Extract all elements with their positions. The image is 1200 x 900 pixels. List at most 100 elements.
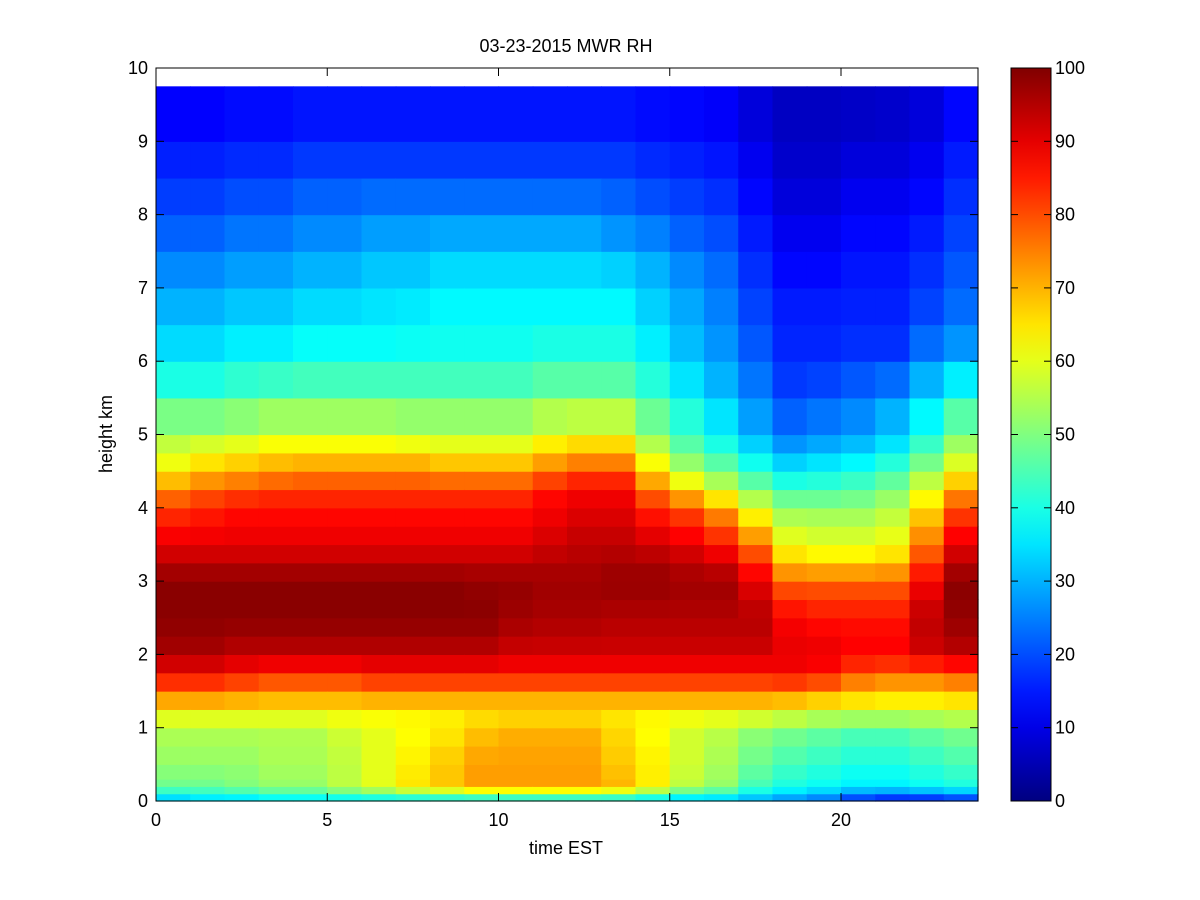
heatmap-cell [704, 214, 739, 252]
heatmap-cell [567, 764, 602, 780]
heatmap-cell [464, 793, 500, 802]
heatmap-cell [498, 599, 534, 619]
heatmap-cell [738, 786, 774, 795]
heatmap-cell [567, 251, 602, 289]
heatmap-cell [772, 599, 808, 619]
heatmap-cell [258, 434, 294, 454]
heatmap-cell [224, 471, 260, 491]
heatmap-cell [875, 324, 911, 362]
heatmap-cell [430, 581, 465, 601]
heatmap-cell [430, 434, 465, 454]
heatmap-cell [361, 361, 397, 399]
heatmap-cell [806, 471, 842, 491]
heatmap-cell [190, 793, 226, 802]
heatmap-cell [772, 709, 808, 729]
heatmap-cell [293, 793, 328, 802]
heatmap-cell [738, 764, 774, 780]
heatmap-cell [224, 489, 260, 509]
heatmap-cell [943, 214, 979, 252]
heatmap-cell [875, 654, 911, 674]
heatmap-cell [601, 489, 637, 509]
heatmap-cell [395, 397, 431, 436]
heatmap-cell [635, 397, 671, 436]
heatmap-cell [943, 177, 979, 216]
heatmap-cell [156, 779, 191, 787]
heatmap-cell [532, 489, 568, 509]
heatmap-cell [635, 793, 671, 802]
heatmap-cell [327, 636, 363, 655]
heatmap-cell [395, 709, 431, 729]
heatmap-cell [395, 672, 431, 692]
heatmap-cell [327, 452, 363, 472]
heatmap-cell [875, 471, 911, 491]
heatmap-cell [601, 324, 637, 362]
heatmap-cell [156, 434, 191, 454]
heatmap-cell [293, 434, 328, 454]
heatmap-cell [567, 654, 602, 674]
heatmap-cell [532, 397, 568, 436]
heatmap-cell [704, 452, 739, 472]
heatmap-cell [738, 507, 774, 527]
heatmap-cell [293, 764, 328, 780]
heatmap-cell [841, 324, 876, 362]
heatmap-cell [909, 617, 945, 637]
heatmap-cell [704, 764, 739, 780]
heatmap-cell [601, 779, 637, 787]
heatmap-cell [293, 214, 328, 252]
heatmap-cell [806, 581, 842, 601]
heatmap-cell [806, 324, 842, 362]
heatmap-cell [464, 544, 500, 564]
heatmap-cell [327, 177, 363, 216]
heatmap-cell [190, 786, 226, 795]
heatmap-cell [738, 562, 774, 582]
heatmap-cell [430, 471, 465, 491]
heatmap-cell [943, 471, 979, 491]
heatmap-cell [567, 361, 602, 399]
y-tick-label: 10 [128, 58, 148, 78]
heatmap-cell [258, 691, 294, 710]
heatmap-cell [532, 672, 568, 692]
heatmap-cell [293, 489, 328, 509]
heatmap-cell [943, 287, 979, 326]
heatmap-cell [464, 141, 500, 179]
heatmap-cell [704, 599, 739, 619]
heatmap-cell [190, 141, 226, 179]
heatmap-cell [190, 599, 226, 619]
heatmap-cell [464, 251, 500, 289]
heatmap-cell [156, 251, 191, 289]
heatmap-cell [361, 489, 397, 509]
heatmap-cell [806, 746, 842, 765]
heatmap-cell [430, 599, 465, 619]
heatmap-cell [327, 581, 363, 601]
heatmap-cell [704, 786, 739, 795]
heatmap-cell [327, 214, 363, 252]
heatmap-cell [875, 141, 911, 179]
heatmap-cell [909, 672, 945, 692]
heatmap-cell [635, 709, 671, 729]
heatmap-cell [601, 746, 637, 765]
heatmap-cell [293, 691, 328, 710]
heatmap-cell [601, 786, 637, 795]
heatmap-cell [567, 709, 602, 729]
heatmap-cell [772, 86, 808, 142]
heatmap-cell [806, 691, 842, 710]
heatmap-cell [395, 141, 431, 179]
heatmap-cell [806, 214, 842, 252]
heatmap-cell [293, 672, 328, 692]
heatmap-cell [806, 177, 842, 216]
heatmap-cell [669, 599, 705, 619]
heatmap-cell [635, 727, 671, 747]
heatmap-cell [532, 562, 568, 582]
heatmap-cell [943, 434, 979, 454]
heatmap-cell [361, 654, 397, 674]
heatmap-cell [601, 141, 637, 179]
heatmap-cell [738, 691, 774, 710]
heatmap-cell [567, 786, 602, 795]
y-tick-label: 7 [138, 278, 148, 298]
heatmap-cell [327, 599, 363, 619]
heatmap-cell [464, 507, 500, 527]
heatmap-cell [841, 793, 876, 802]
heatmap-cell [464, 361, 500, 399]
heatmap-cell [532, 599, 568, 619]
heatmap-cell [224, 617, 260, 637]
